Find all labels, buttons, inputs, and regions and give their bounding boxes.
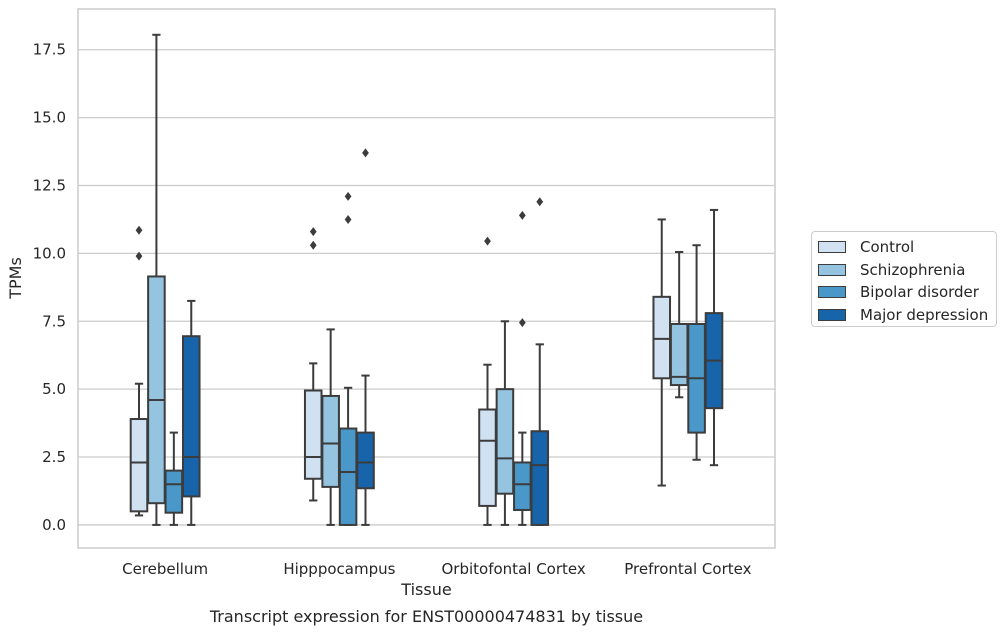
legend-swatch: [818, 286, 846, 299]
x-tick-label: Cerebellum: [122, 560, 208, 578]
legend-label: Control: [860, 238, 915, 257]
box-iqr: [669, 322, 689, 387]
legend: Control Schizophrenia Bipolar disorder Majo…: [811, 231, 997, 327]
box-orbitofontal-cortex-bipolar-disorder: [513, 210, 532, 526]
legend-swatch: [818, 241, 846, 254]
box-iqr: [129, 418, 149, 513]
outlier-point: [135, 251, 143, 261]
box-iqr: [652, 295, 672, 380]
box-iqr: [495, 388, 515, 495]
box-hipppocampus-bipolar-disorder: [338, 191, 358, 526]
box-iqr: [513, 461, 532, 511]
box-iqr: [147, 275, 166, 505]
x-tick-label: Orbitofontal Cortex: [442, 560, 586, 578]
outlier-point: [536, 197, 544, 207]
legend-item: Major depression: [818, 304, 996, 327]
legend-swatch: [818, 308, 846, 321]
legend-label: Bipolar disorder: [860, 283, 979, 302]
outlier-point: [309, 240, 317, 250]
box-iqr: [530, 430, 550, 526]
y-tick-label: 2.5: [42, 448, 66, 466]
outlier-point: [362, 148, 369, 158]
box-cerebellum-schizophrenia: [147, 33, 166, 526]
legend-label: Major depression: [860, 305, 989, 324]
box-hipppocampus-major-depression: [356, 148, 375, 526]
box-iqr: [338, 427, 358, 526]
box-iqr: [164, 469, 184, 514]
legend-swatch: [818, 263, 846, 276]
x-tick-label: Prefrontal Cortex: [624, 560, 751, 578]
y-tick-labels: 0.0 2.5 5.0 7.5 10.0 12.5 15.0 17.5: [33, 41, 66, 534]
outlier-point: [484, 236, 491, 246]
box-iqr: [181, 335, 201, 498]
x-tick-label: Hipppocampus: [283, 560, 395, 578]
legend-item: Schizophrenia: [818, 259, 996, 282]
legend-item: Control: [818, 236, 996, 259]
outlier-point: [309, 227, 317, 237]
outlier-point: [518, 318, 526, 328]
box-prefrontal-cortex-bipolar-disorder: [687, 244, 706, 461]
plot-frame: [77, 8, 776, 549]
y-tick-label: 15.0: [33, 109, 66, 127]
y-tick-label: 0.0: [42, 516, 66, 534]
box-orbitofontal-cortex-control: [478, 236, 497, 526]
box-orbitofontal-cortex-major-depression: [530, 197, 550, 526]
chart-title: Transcript expression for ENST0000047483…: [209, 607, 643, 626]
y-tick-label: 12.5: [33, 176, 66, 194]
outlier-point: [518, 210, 526, 220]
box-hipppocampus-control: [303, 227, 323, 502]
x-axis-label: Tissue: [400, 580, 451, 599]
y-tick-label: 7.5: [42, 312, 66, 330]
y-tick-label: 17.5: [33, 41, 66, 59]
box-layer: [129, 33, 724, 526]
box-orbitofontal-cortex-schizophrenia: [495, 320, 515, 526]
box-cerebellum-control: [129, 225, 149, 517]
y-tick-label: 10.0: [33, 244, 66, 262]
box-prefrontal-cortex-schizophrenia: [669, 251, 689, 399]
outlier-point: [344, 214, 352, 224]
box-iqr: [321, 394, 340, 488]
box-prefrontal-cortex-control: [652, 218, 672, 487]
box-cerebellum-major-depression: [181, 299, 201, 526]
box-hipppocampus-schizophrenia: [321, 328, 340, 526]
legend-label: Schizophrenia: [860, 260, 966, 279]
box-iqr: [303, 389, 323, 480]
box-iqr: [478, 408, 497, 507]
box-cerebellum-bipolar-disorder: [164, 431, 184, 526]
legend-item: Bipolar disorder: [818, 281, 996, 304]
x-tick-labels: Cerebellum Hipppocampus Orbitofontal Corte…: [122, 560, 751, 578]
box-iqr: [356, 431, 375, 490]
outlier-point: [344, 191, 352, 201]
y-tick-label: 5.0: [42, 380, 66, 398]
box-prefrontal-cortex-major-depression: [704, 208, 724, 467]
outlier-point: [135, 225, 143, 235]
y-axis-label: TPMs: [6, 257, 25, 300]
